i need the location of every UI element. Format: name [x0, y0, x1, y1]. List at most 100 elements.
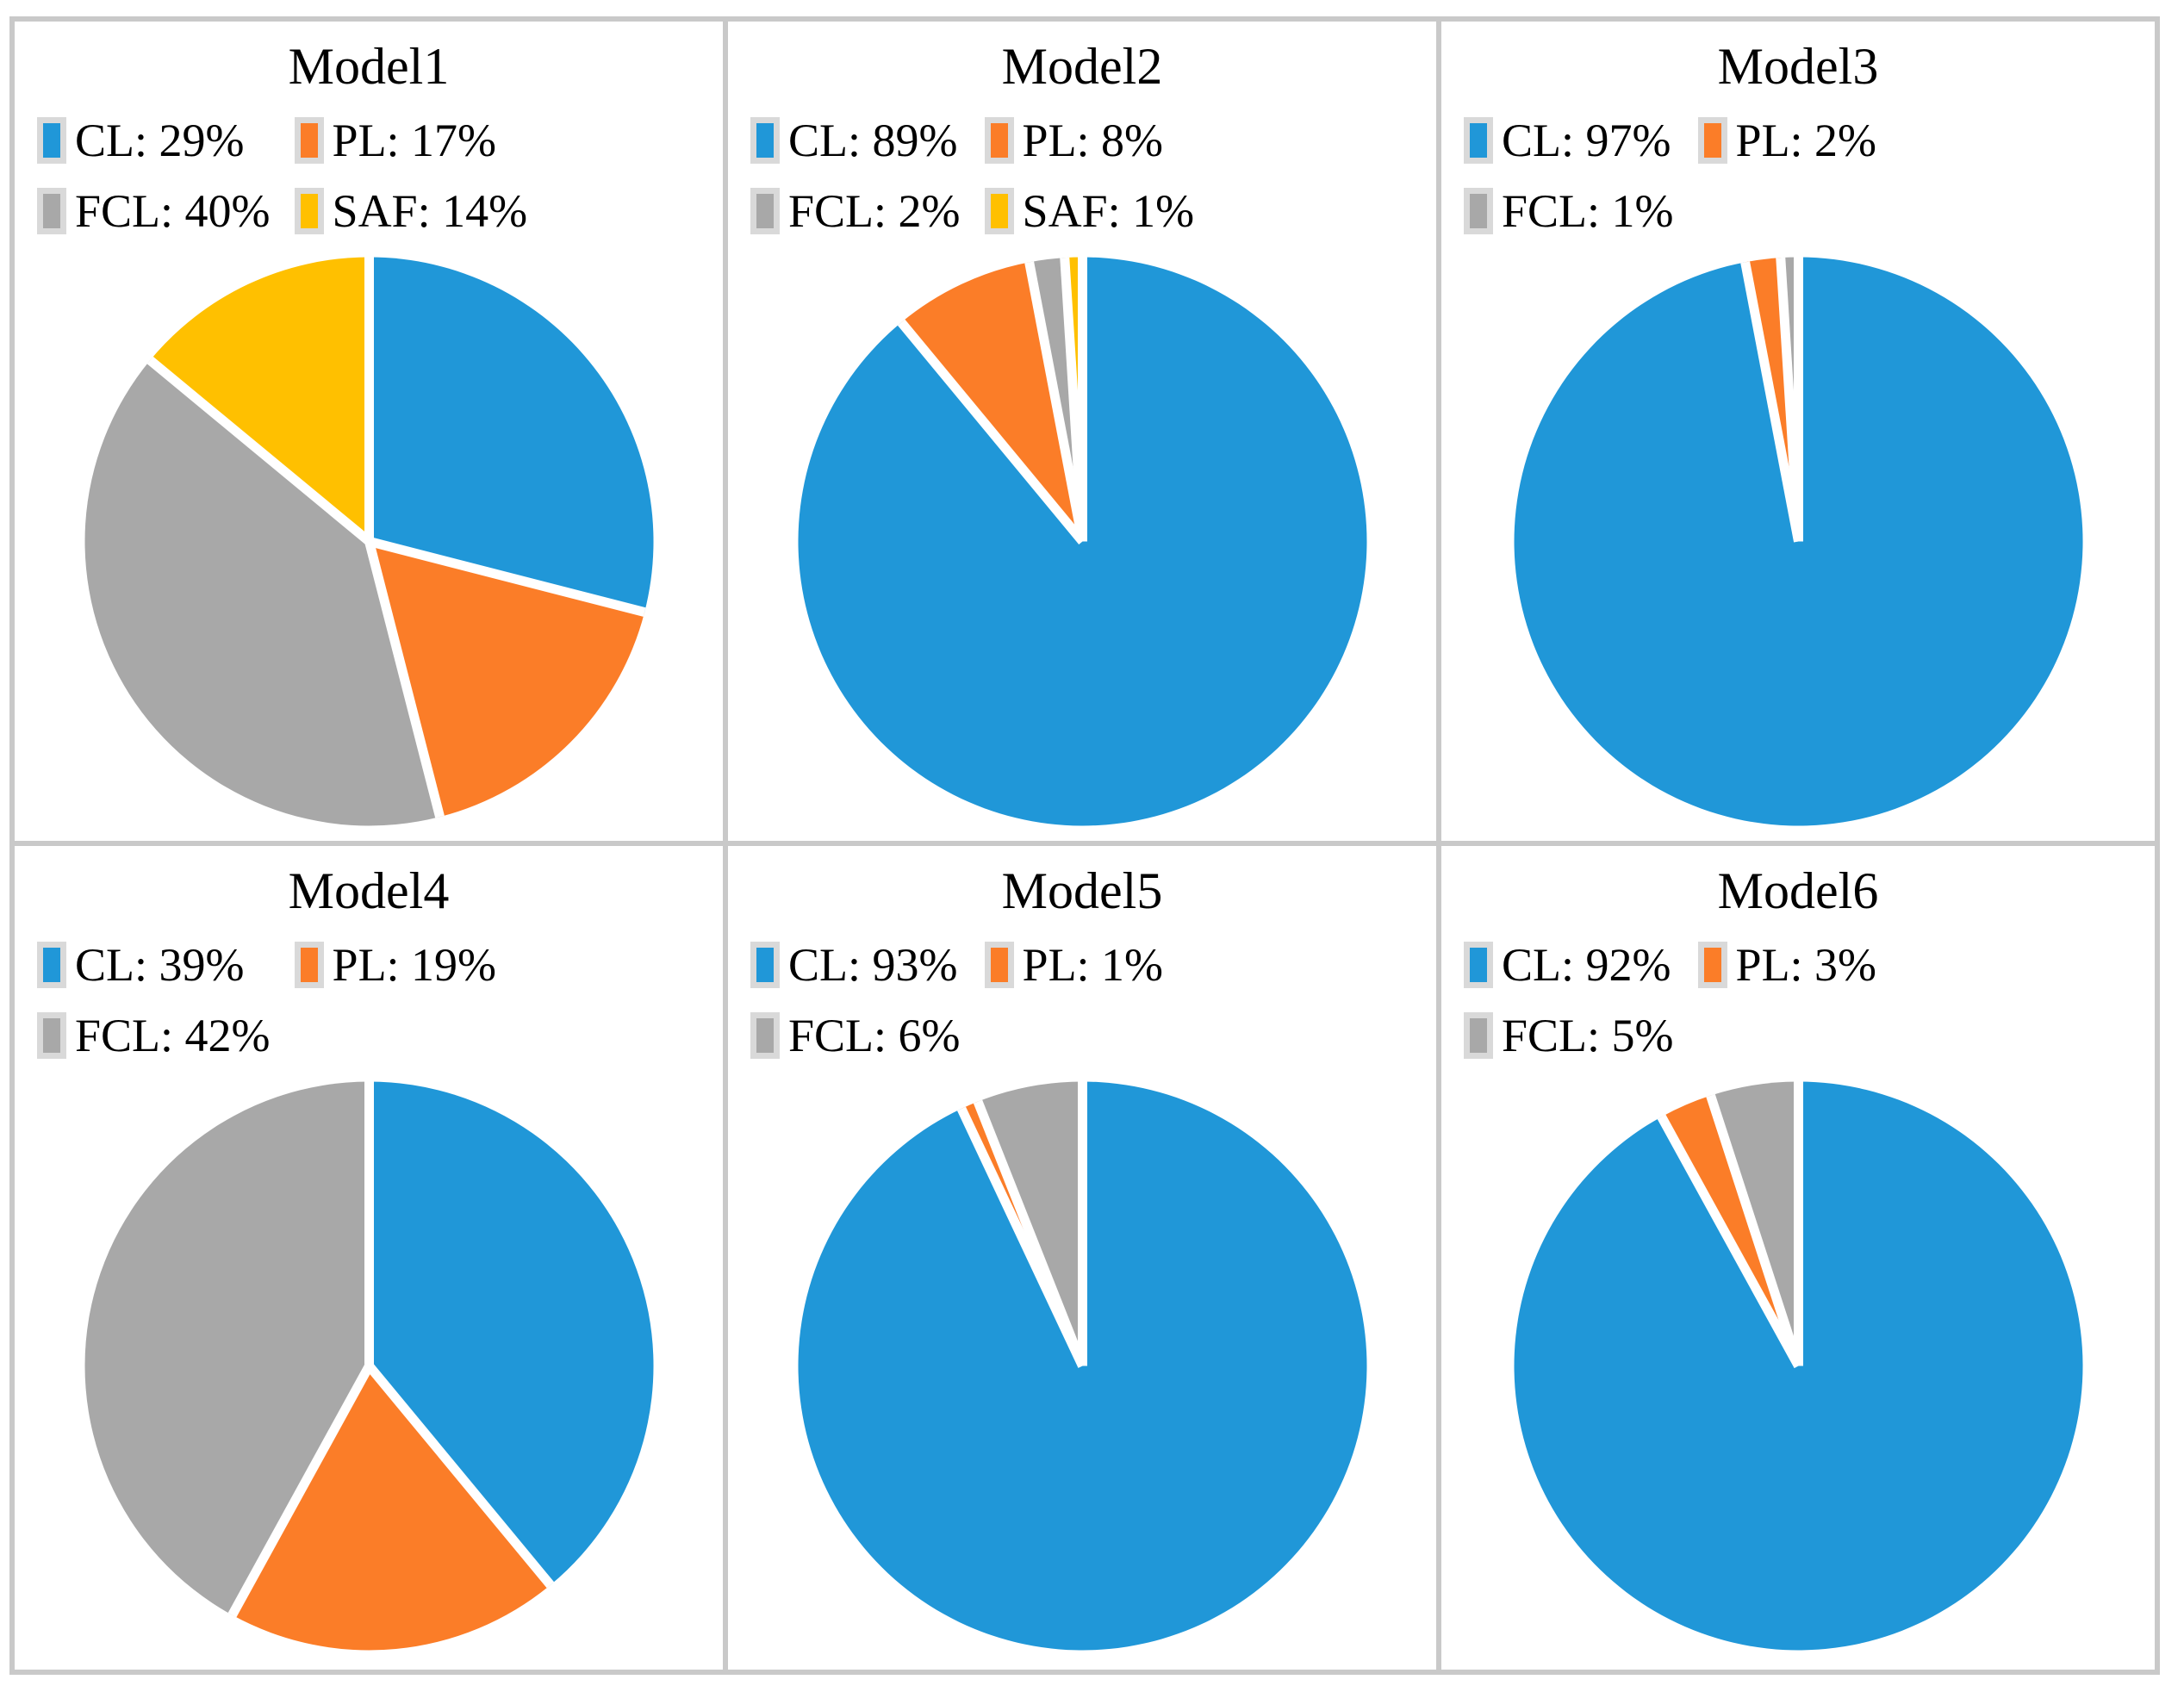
- legend-swatch-fcl: [1464, 188, 1493, 234]
- legend-swatch-cl: [750, 117, 780, 164]
- pie-chart: [15, 1079, 723, 1652]
- pie-slice-saf: [149, 257, 369, 542]
- pie-svg: [1514, 1081, 2083, 1650]
- legend-item-pl: PL: 3%: [1697, 938, 1877, 991]
- slice-gap-line: [1705, 1093, 1803, 1367]
- legend-label: SAF: 1%: [1022, 185, 1195, 237]
- legend-label: FCL: 1%: [1502, 185, 1674, 237]
- slice-gap-line: [227, 1363, 373, 1617]
- legend-label: PL: 1%: [1022, 938, 1164, 991]
- legend-label: FCL: 2%: [788, 185, 961, 237]
- legend-label: CL: 97%: [1502, 115, 1671, 166]
- pie-slice-cl: [369, 257, 653, 613]
- pie-chart: [15, 255, 723, 828]
- pie-svg: [84, 1081, 654, 1650]
- legend-swatch-pl: [1697, 117, 1727, 164]
- legend-swatch-cl: [750, 941, 780, 988]
- legend-swatch-pl: [294, 117, 324, 164]
- slice-gap-line: [1059, 257, 1087, 542]
- legend-label: CL: 89%: [788, 115, 958, 166]
- legend-item-fcl: FCL: 2%: [750, 188, 961, 234]
- model-panel-model6: Model6 CL: 92% PL: 3% FCL: 5%: [1441, 845, 2155, 1670]
- legend-item-pl: PL: 19%: [294, 938, 497, 991]
- legend-label: PL: 2%: [1735, 115, 1877, 166]
- pie-slice-cl: [1514, 257, 2083, 826]
- figure-grid: Model1 CL: 29% PL: 17% FCL: 40% SAF: 14% Mo…: [9, 16, 2160, 1675]
- legend-swatch-saf: [984, 188, 1014, 234]
- legend-item-cl: CL: 92%: [1464, 941, 1674, 988]
- legend-label: CL: 39%: [75, 938, 245, 991]
- legend-item-fcl: FCL: 40%: [37, 188, 271, 234]
- legend-label: SAF: 14%: [332, 185, 528, 237]
- legend-item-pl: PL: 1%: [984, 938, 1164, 991]
- model-panel-model1: Model1 CL: 29% PL: 17% FCL: 40% SAF: 14%: [15, 22, 728, 846]
- legend-item-fcl: FCL: 5%: [1464, 1009, 1674, 1061]
- panel-title: Model1: [288, 38, 450, 95]
- pie-svg: [1514, 257, 2083, 826]
- model-panel-model2: Model2 CL: 89% PL: 8% FCL: 2% SAF: 1%: [728, 22, 1441, 846]
- legend-item-pl: PL: 8%: [984, 115, 1195, 166]
- pie-chart: [728, 1079, 1436, 1652]
- legend-item-cl: CL: 89%: [750, 117, 961, 164]
- legend-item-saf: SAF: 1%: [984, 185, 1195, 237]
- pie-svg: [84, 257, 653, 826]
- pie-slice-fcl: [84, 360, 440, 826]
- pie-slice-cl: [369, 1081, 654, 1585]
- panel-title: Model5: [1001, 862, 1163, 919]
- slice-gap-line: [1657, 1114, 1802, 1368]
- slice-gap-line: [897, 319, 1086, 545]
- legend: CL: 39% PL: 19% FCL: 42%: [37, 938, 723, 1061]
- legend-swatch-cl: [1464, 941, 1493, 988]
- legend-swatch-fcl: [37, 188, 66, 234]
- legend-label: FCL: 40%: [75, 185, 271, 237]
- legend: CL: 97% PL: 2% FCL: 1%: [1464, 117, 2155, 234]
- legend-swatch-fcl: [1464, 1011, 1493, 1059]
- legend-item-pl: PL: 17%: [294, 115, 528, 166]
- legend-swatch-saf: [294, 188, 324, 234]
- legend-item-cl: CL: 29%: [37, 117, 271, 164]
- model-panel-model4: Model4 CL: 39% PL: 19% FCL: 42%: [15, 845, 728, 1670]
- legend-label: PL: 8%: [1022, 115, 1164, 166]
- legend-label: CL: 93%: [788, 938, 958, 991]
- legend-swatch-fcl: [750, 1011, 780, 1059]
- legend-item-cl: CL: 97%: [1464, 117, 1674, 164]
- legend: CL: 89% PL: 8% FCL: 2% SAF: 1%: [750, 117, 1436, 234]
- legend: CL: 93% PL: 1% FCL: 6%: [750, 938, 1436, 1061]
- legend-label: FCL: 5%: [1502, 1009, 1674, 1061]
- legend-swatch-fcl: [37, 1011, 66, 1059]
- panel-title: Model3: [1717, 38, 1879, 95]
- legend-item-cl: CL: 93%: [750, 938, 961, 991]
- legend-item-cl: CL: 39%: [37, 938, 271, 991]
- legend: CL: 92% PL: 3% FCL: 5%: [1464, 938, 2155, 1061]
- legend-swatch-pl: [984, 117, 1014, 164]
- legend-label: PL: 3%: [1735, 938, 1877, 991]
- legend-swatch-fcl: [750, 188, 780, 234]
- legend-label: PL: 19%: [332, 938, 497, 991]
- panel-title: Model6: [1717, 862, 1879, 919]
- panel-title: Model4: [288, 862, 450, 919]
- pie-slice-pl: [900, 262, 1082, 542]
- legend-label: FCL: 6%: [788, 1009, 961, 1061]
- legend-swatch-cl: [37, 941, 66, 988]
- legend-label: PL: 17%: [332, 115, 497, 166]
- pie-slice-pl: [232, 1365, 551, 1650]
- slice-gap-line: [146, 356, 372, 545]
- slice-gap-line: [1775, 257, 1803, 542]
- pie-slice-pl: [369, 541, 644, 818]
- legend-item-fcl: FCL: 6%: [750, 1009, 961, 1061]
- pie-chart: [1441, 1079, 2155, 1652]
- legend: CL: 29% PL: 17% FCL: 40% SAF: 14%: [37, 117, 723, 234]
- slice-gap-line: [1024, 261, 1087, 543]
- pie-svg: [797, 257, 1366, 826]
- pie-chart: [728, 255, 1436, 828]
- slice-gap-line: [973, 1099, 1087, 1368]
- legend-label: CL: 29%: [75, 115, 245, 166]
- legend-swatch-cl: [37, 117, 66, 164]
- panel-title: Model2: [1001, 38, 1163, 95]
- slice-gap-line: [364, 1362, 554, 1588]
- model-panel-model3: Model3 CL: 97% PL: 2% FCL: 1%: [1441, 22, 2155, 846]
- legend-item-saf: SAF: 14%: [294, 185, 528, 237]
- legend-item-fcl: FCL: 1%: [1464, 188, 1674, 234]
- legend-item-fcl: FCL: 42%: [37, 1009, 271, 1061]
- legend-label: FCL: 42%: [75, 1009, 271, 1061]
